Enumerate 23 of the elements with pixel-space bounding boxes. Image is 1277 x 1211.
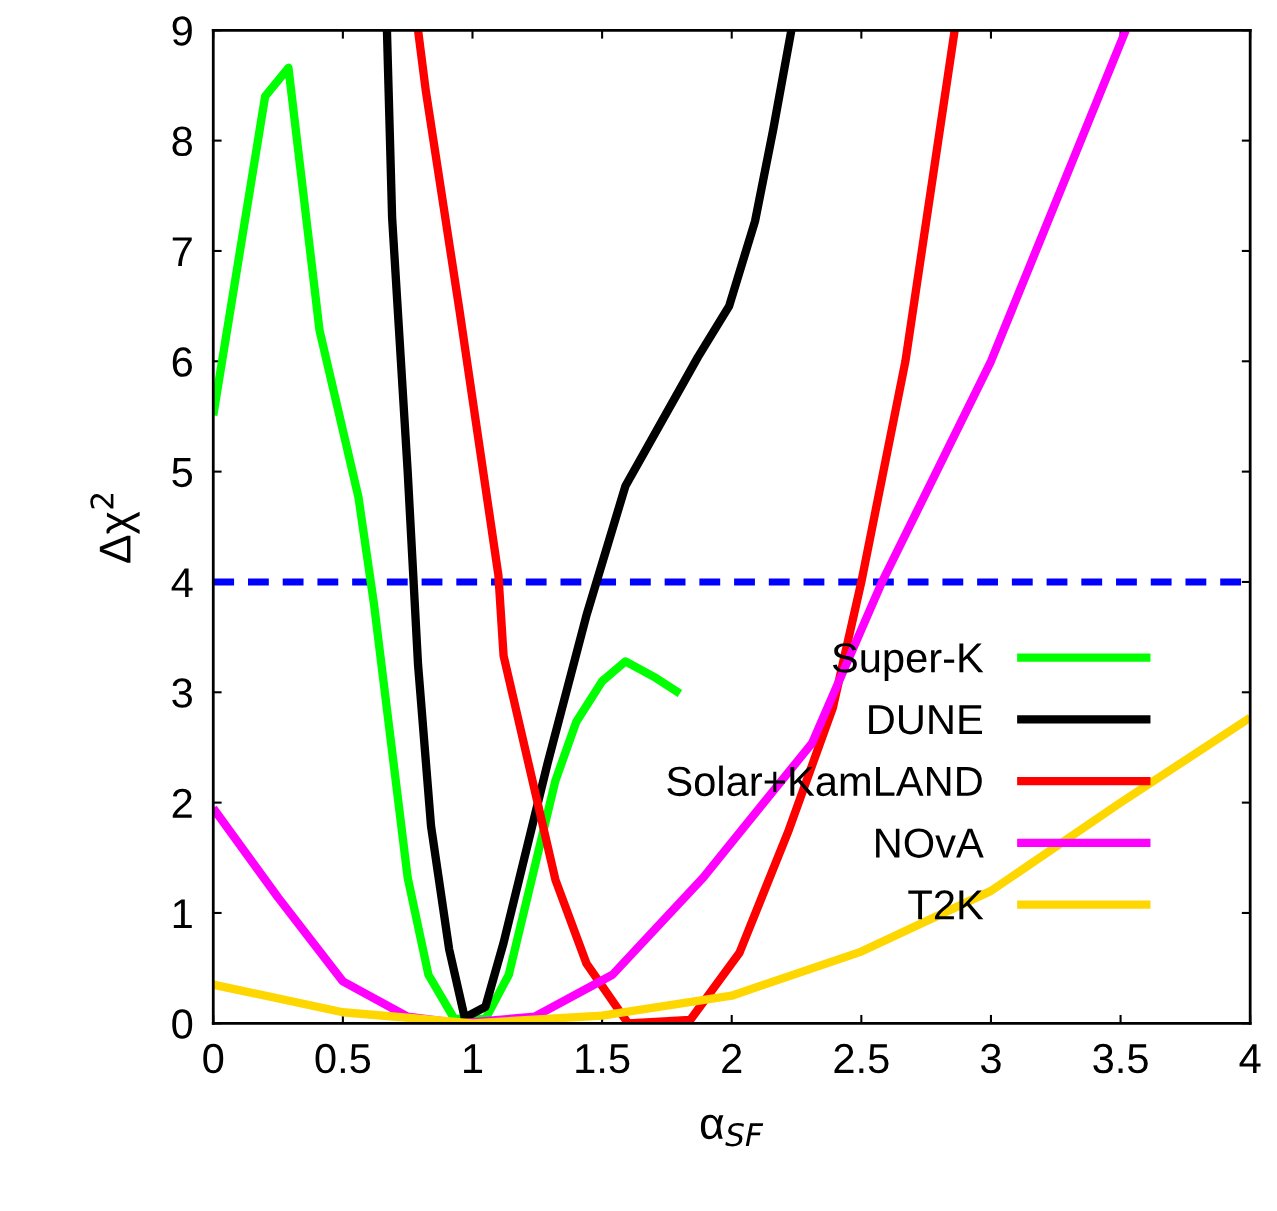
x-tick-label: 0 (203, 1043, 224, 1074)
y-tick-label: 3 (172, 678, 192, 708)
y-tick-label: 0 (172, 1009, 193, 1039)
x-tick-label: 2 (722, 1043, 742, 1073)
y-tick-label: 8 (172, 126, 192, 157)
y-tick-label: 6 (172, 347, 192, 377)
y-tick-label: 1 (173, 899, 192, 929)
y-tick-label: 5 (172, 458, 193, 488)
x-tick-label: 1.5 (576, 1044, 630, 1074)
x-tick-label: 0.5 (315, 1043, 371, 1074)
x-tick-label: 4 (1239, 1044, 1261, 1073)
x-tick-label: 3.5 (1093, 1043, 1148, 1074)
y-axis-title: Δχ$^{2}$ (90, 494, 140, 563)
y-tick-label: 7 (172, 237, 192, 267)
x-axis-title: α$_{SF}$ (700, 1114, 764, 1147)
legend-label: NOvA (876, 828, 984, 858)
y-tick-label: 4 (171, 568, 193, 598)
x-tick-label: 3 (980, 1043, 1001, 1074)
legend-label: DUNE (869, 705, 983, 735)
x-tick-label: 2.5 (834, 1043, 889, 1074)
y-tick-label: 9 (172, 16, 192, 46)
x-tick-label: 1 (464, 1044, 483, 1073)
y-tick-label: 2 (172, 788, 192, 818)
